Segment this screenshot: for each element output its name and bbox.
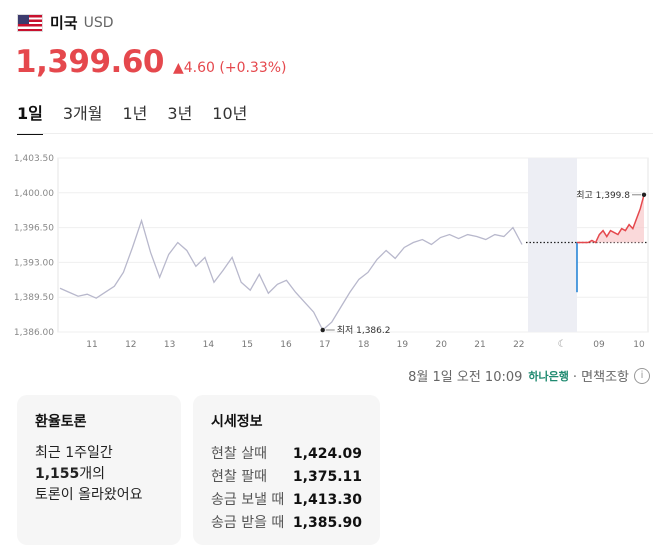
intraday-area (577, 194, 644, 243)
forum-line3: 토론이 올라왔어요 (35, 487, 143, 503)
rate-row: 송금 보낼 때 1,413.30 (211, 489, 362, 512)
forum-title: 환율토론 (35, 414, 87, 430)
rate-row: 현찰 팔때 1,375.11 (211, 466, 362, 489)
low-label: 최저 1,386.2 (337, 325, 391, 336)
rate-value: 1,375.11 (292, 469, 362, 485)
x-tick-label: 21 (474, 340, 485, 350)
rate-label: 현찰 팔때 (211, 469, 267, 485)
x-tick-label: 11 (86, 340, 97, 350)
tab-10years[interactable]: 10년 (212, 104, 248, 123)
currency-header: 미국 USD (17, 12, 114, 33)
data-source: 8월 1일 오전 10:09 하나은행 · 면책조항 i (408, 366, 650, 385)
price-change: ▲4.60 (+0.33%) (172, 60, 287, 76)
rates-card: 시세정보 현찰 살때 1,424.09 현찰 팔때 1,375.11 송금 보낼 때… (193, 395, 380, 545)
y-tick-label: 1,396.50 (14, 224, 54, 234)
x-tick-label: 12 (125, 340, 136, 350)
moon-icon: ☾ (558, 339, 567, 350)
y-tick-label: 1,393.00 (14, 258, 54, 268)
y-tick-label: 1,400.00 (14, 189, 54, 199)
rate-value: 1,385.90 (292, 515, 362, 531)
rate-value: 1,413.30 (292, 492, 362, 508)
history-series-line (59, 218, 523, 332)
low-marker (320, 327, 325, 333)
country-name: 미국 (50, 14, 78, 32)
forum-line1: 최근 1주일간 (35, 445, 113, 461)
y-tick-label: 1,403.50 (14, 154, 54, 164)
tab-1day[interactable]: 1일 (17, 100, 43, 135)
current-price: 1,399.60 (15, 44, 164, 80)
forum-count: 1,155 (35, 466, 80, 482)
forum-card[interactable]: 환율토론 최근 1주일간 1,155개의 토론이 올라왔어요 (17, 395, 181, 545)
rate-value: 1,424.09 (292, 446, 362, 462)
x-tick-label: 17 (319, 340, 330, 350)
x-tick-label: 16 (280, 340, 292, 350)
bank-logo: 하나은행 (528, 369, 569, 383)
x-tick-label: 19 (397, 340, 409, 350)
x-tick-label: 20 (435, 340, 447, 350)
quote: 1,399.60 ▲4.60 (+0.33%) (15, 44, 287, 80)
x-tick-label: 18 (358, 340, 370, 350)
x-tick-label: 15 (241, 340, 252, 350)
rate-row: 현찰 살때 1,424.09 (211, 443, 362, 466)
disclaimer-link[interactable]: · 면책조항 (572, 370, 629, 385)
x-tick-label: 22 (513, 340, 524, 350)
rate-label: 송금 받을 때 (211, 515, 285, 531)
tab-3months[interactable]: 3개월 (62, 104, 103, 123)
rate-label: 송금 보낼 때 (211, 492, 285, 508)
today-shade (528, 158, 577, 332)
update-time: 8월 1일 오전 10:09 (408, 370, 523, 385)
info-icon[interactable]: i (634, 367, 650, 384)
rate-label: 현찰 살때 (211, 446, 267, 462)
y-tick-label: 1,389.50 (14, 293, 54, 303)
period-tabs: 1일 3개월 1년 3년 10년 (17, 100, 267, 135)
rate-row: 송금 받을 때 1,385.90 (211, 512, 362, 535)
y-tick-label: 1,386.00 (14, 328, 54, 338)
tabs-divider (17, 133, 653, 134)
tab-1year[interactable]: 1년 (122, 104, 148, 123)
x-tick-label: 14 (203, 340, 215, 350)
forum-count-suffix: 개의 (79, 466, 106, 482)
intraday-line (577, 194, 645, 244)
currency-code: USD (83, 14, 114, 31)
rates-title: 시세정보 (211, 414, 263, 430)
x-tick-label: 10 (633, 340, 645, 350)
x-tick-label: 13 (164, 340, 175, 350)
us-flag-icon (17, 13, 43, 32)
forum-line2: 1,155개의 (35, 464, 163, 485)
high-marker (641, 192, 647, 197)
exchange-rate-chart[interactable]: 1,403.50 1,400.00 1,396.50 1,393.00 1,389.50… (0, 140, 670, 360)
tab-3years[interactable]: 3년 (167, 104, 193, 123)
high-label: 최고 1,399.8 (576, 190, 630, 201)
x-tick-label: 09 (593, 340, 605, 350)
